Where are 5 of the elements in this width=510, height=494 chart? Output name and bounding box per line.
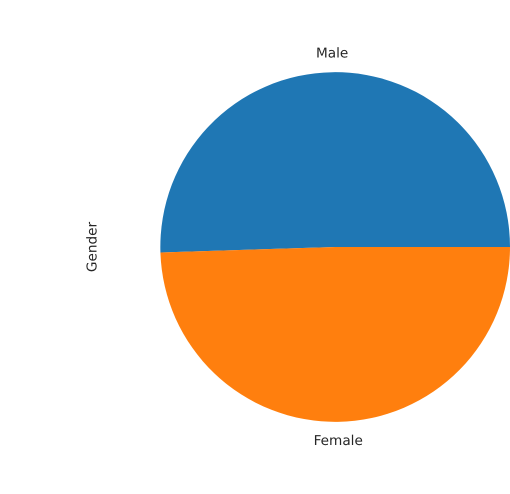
pie-slice — [160, 247, 510, 422]
text: Gender — [84, 222, 100, 272]
slice-label: Female — [314, 432, 363, 449]
pie-slice — [160, 72, 510, 252]
slice-label: Male — [316, 46, 348, 62]
